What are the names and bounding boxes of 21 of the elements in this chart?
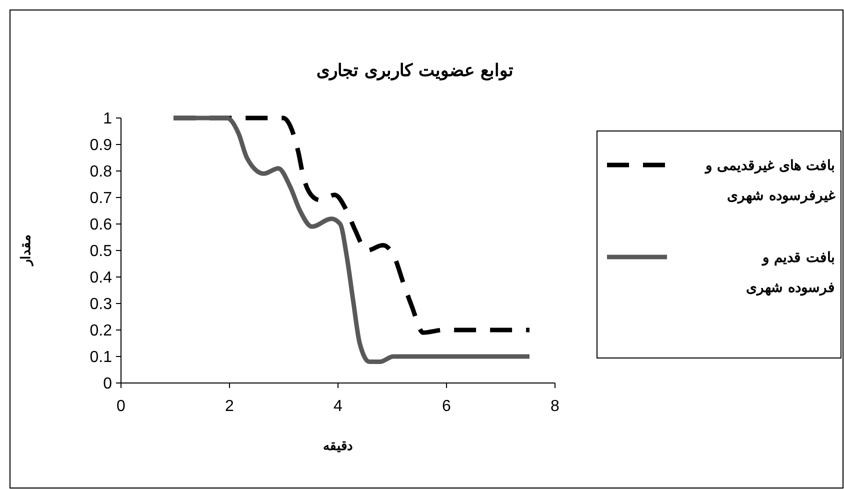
x-tick-label: 6 (442, 398, 452, 415)
y-tick-label: 0.1 (90, 349, 112, 366)
y-tick-label: 0.3 (90, 296, 112, 314)
x-axis-title: دقیقه (323, 439, 353, 454)
y-axis-title: مقدار (19, 234, 34, 266)
x-tick-label: 2 (225, 398, 234, 415)
text: بافت های غیرقدیمی و غیرفرسوده شهری (704, 158, 836, 204)
y-tick-label: 0.5 (90, 243, 112, 260)
x-tick-label: 4 (334, 398, 343, 415)
y-tick-label: 0.6 (90, 216, 112, 234)
chart-title: توابع عضویت کاربری تجاری (316, 61, 514, 81)
x-tick-label: 0 (116, 398, 126, 415)
y-tick-label: 0.2 (90, 322, 112, 340)
y-tick-label: 0 (103, 376, 112, 393)
y-tick-label: 0.8 (90, 164, 112, 181)
x-tick-label: 8 (550, 398, 560, 415)
y-tick-label: 1 (103, 110, 112, 128)
text: بافت قدیم و فرسوده شهری (746, 250, 835, 296)
y-tick-label: 0.9 (90, 137, 112, 154)
y-tick-label: 0.7 (90, 190, 112, 208)
y-tick-label: 0.4 (90, 270, 112, 287)
